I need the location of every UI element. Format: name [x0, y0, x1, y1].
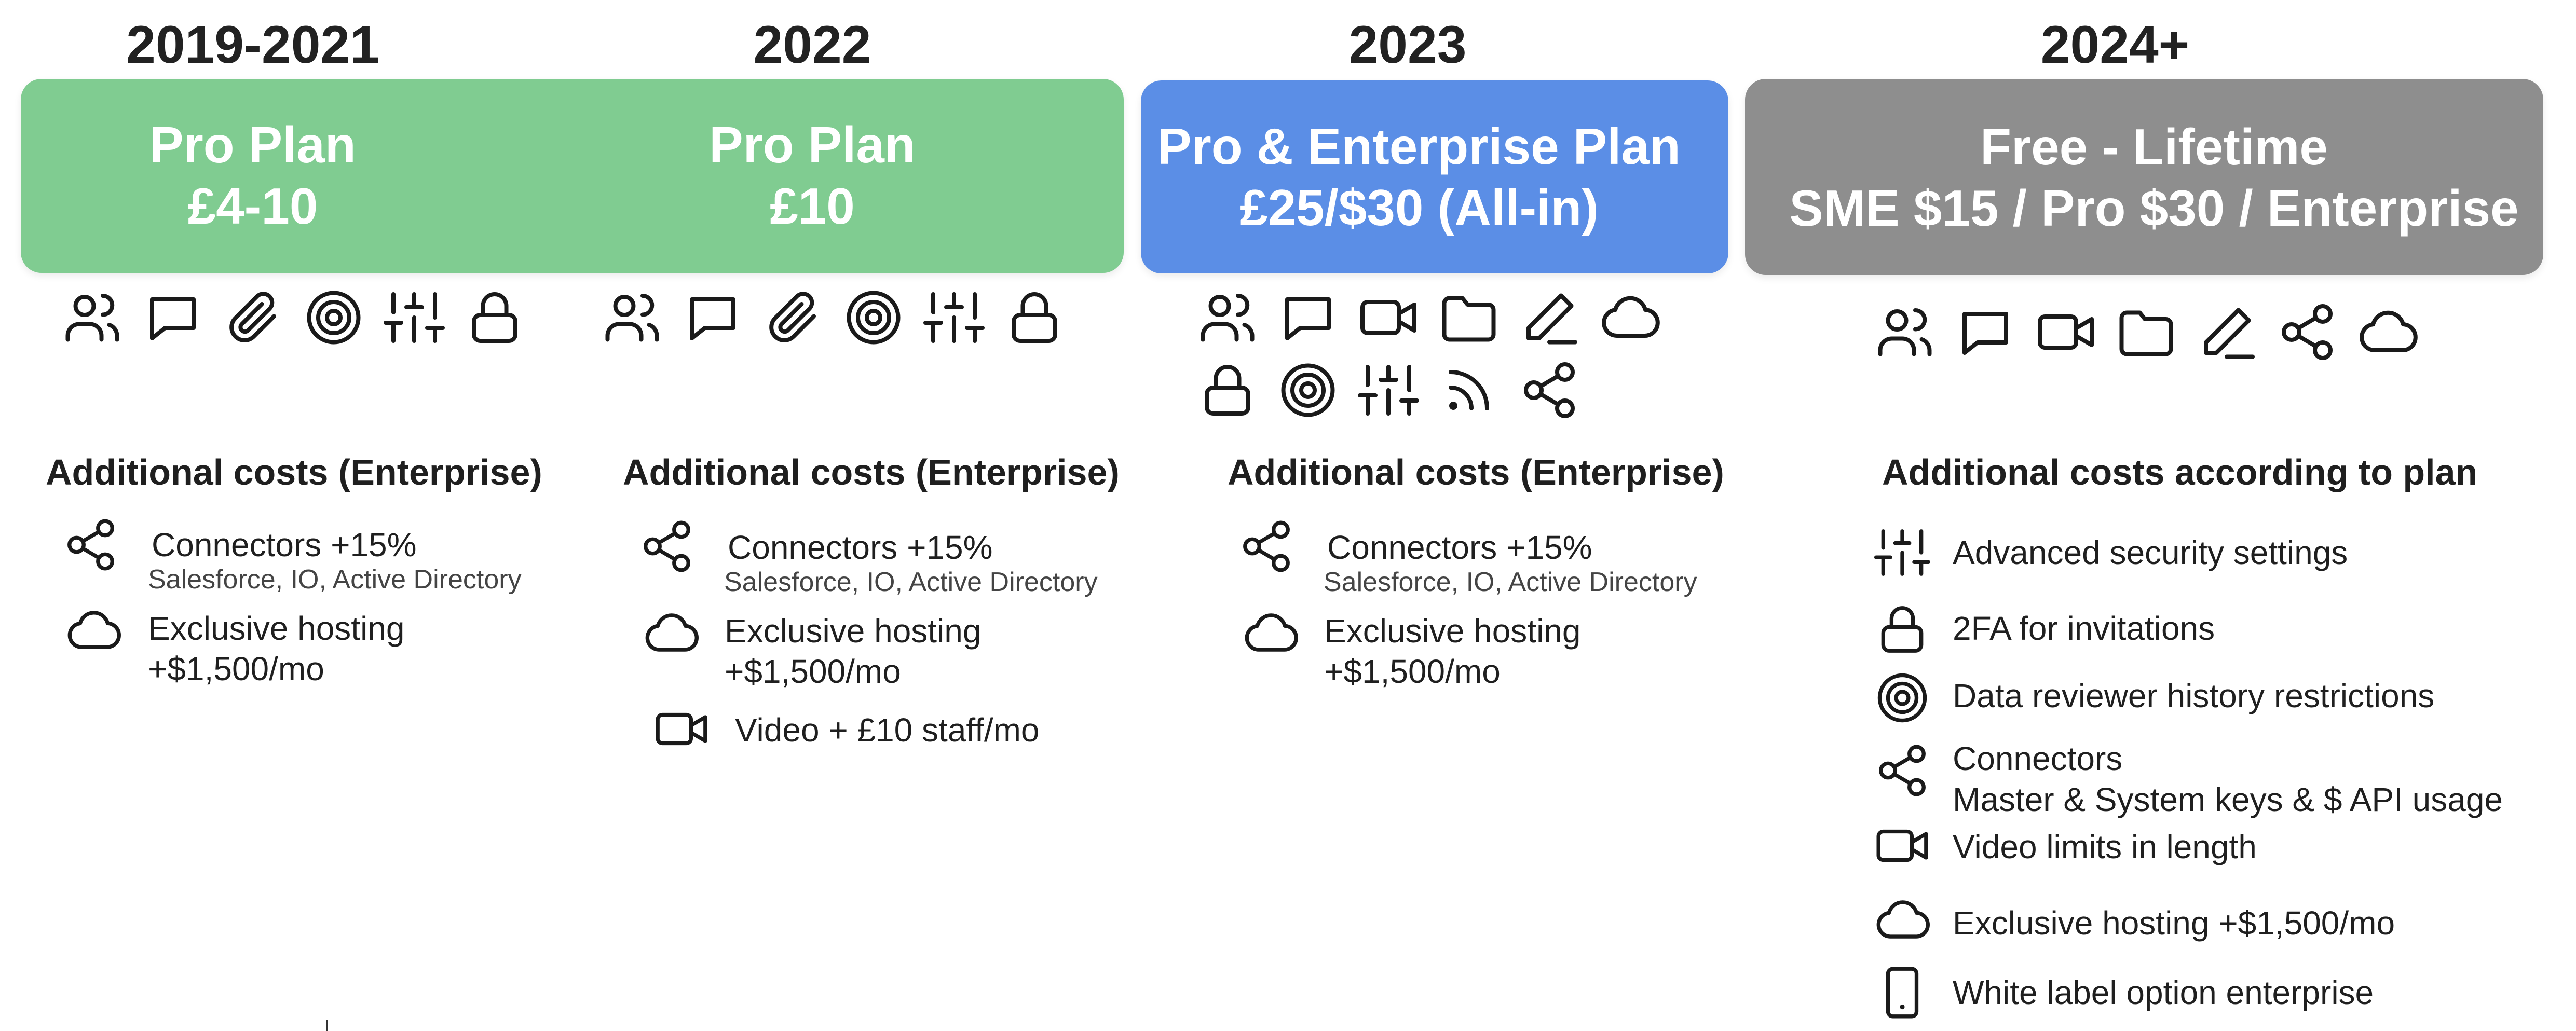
cloud-icon	[1874, 891, 1931, 948]
target-icon	[1277, 359, 1339, 421]
feature-icons-2023	[1196, 286, 1715, 432]
video-icon	[653, 700, 710, 758]
plan-name: Pro Plan	[709, 116, 916, 173]
cost-item-subtext: +$1,500/mo	[725, 653, 901, 690]
sliders-icon	[923, 286, 985, 349]
share-icon	[2276, 301, 2338, 363]
chat-icon	[1954, 301, 2016, 363]
cost-item-subtext: +$1,500/mo	[148, 650, 324, 688]
plan-name: Free - Lifetime	[1980, 118, 2328, 175]
costs-heading-2019-2021: Additional costs (Enterprise)	[46, 452, 542, 492]
year-label-2024: 2024+	[2040, 15, 2190, 74]
video-icon	[1357, 286, 1420, 349]
plan-box-2024: Free - Lifetime SME $15 / Pro $30 / Ente…	[1745, 79, 2543, 275]
plan-price: £4-10	[187, 177, 318, 235]
rss-icon	[1438, 359, 1500, 421]
cost-item-text: White label option enterprise	[1953, 974, 2374, 1011]
plan-box-pro-2019-2022: Pro Plan £4-10 Pro Plan £10	[21, 79, 1124, 273]
lock-icon	[1874, 601, 1931, 658]
plan-name: Pro & Enterprise Plan	[1157, 118, 1681, 175]
paperclip-icon	[762, 286, 824, 349]
sliders-icon	[383, 286, 445, 349]
cost-item-text: Advanced security settings	[1953, 534, 2348, 571]
share-icon	[1238, 518, 1295, 575]
users-icon	[1196, 286, 1259, 349]
axis-tick-mark	[326, 1020, 328, 1031]
lock-icon	[464, 286, 526, 349]
folder-icon	[2115, 301, 2177, 363]
feature-icons-2024	[1874, 301, 2497, 374]
cost-item-text: Exclusive hosting +$1,500/mo	[1953, 904, 2395, 942]
cost-item-text: Connectors	[1953, 740, 2123, 777]
target-icon	[842, 286, 905, 349]
lock-icon	[1196, 359, 1259, 421]
share-icon	[638, 518, 696, 575]
plan-name: Pro Plan	[149, 116, 356, 173]
year-label-2023: 2023	[1348, 15, 1467, 74]
target-icon	[1874, 669, 1931, 726]
cost-item-text: 2FA for invitations	[1953, 610, 2215, 647]
video-icon	[2035, 301, 2097, 363]
cost-item-text: Data reviewer history restrictions	[1953, 677, 2435, 714]
feature-icons-2022	[601, 286, 1089, 359]
video-icon	[1874, 817, 1931, 874]
cost-item-subtext: +$1,500/mo	[1324, 653, 1501, 690]
share-icon	[1874, 742, 1931, 799]
cloud-icon	[1242, 604, 1299, 662]
cloud-icon	[1599, 286, 1661, 349]
cost-item-subtext: Salesforce, IO, Active Directory	[724, 567, 1098, 597]
sliders-icon	[1357, 359, 1420, 421]
users-icon	[61, 286, 124, 349]
cost-item-text: Exclusive hosting	[725, 612, 982, 650]
plan-price: £25/$30 (All-in)	[1239, 179, 1599, 236]
chat-icon	[142, 286, 204, 349]
cost-item-text: Exclusive hosting	[1324, 612, 1581, 650]
cloud-icon	[65, 602, 122, 659]
phone-icon	[1874, 964, 1931, 1021]
paperclip-icon	[222, 286, 284, 349]
cloud-icon	[643, 604, 700, 662]
users-icon	[1874, 301, 1936, 363]
costs-heading-2022: Additional costs (Enterprise)	[623, 452, 1120, 492]
chat-icon	[682, 286, 744, 349]
year-label-2022: 2022	[753, 15, 871, 74]
pen-icon	[1518, 286, 1580, 349]
share-icon	[62, 516, 119, 573]
costs-heading-2023: Additional costs (Enterprise)	[1228, 452, 1724, 492]
cost-item-text: Connectors +15%	[152, 526, 417, 563]
feature-icons-2019-2021	[61, 286, 549, 359]
share-icon	[1518, 359, 1580, 421]
costs-heading-2024: Additional costs according to plan	[1882, 452, 2478, 492]
plan-price: SME $15 / Pro $30 / Enterprise	[1789, 180, 2519, 237]
cost-item-subtext: Salesforce, IO, Active Directory	[148, 565, 522, 595]
folder-icon	[1438, 286, 1500, 349]
cost-item-text: Exclusive hosting	[148, 610, 405, 647]
cloud-icon	[2356, 301, 2419, 363]
cost-item-subtext: Salesforce, IO, Active Directory	[1324, 567, 1697, 597]
chat-icon	[1277, 286, 1339, 349]
plan-box-2023: Pro & Enterprise Plan £25/$30 (All-in)	[1141, 80, 1728, 273]
cost-item-text: Connectors +15%	[728, 529, 993, 566]
cost-item-text: Connectors +15%	[1327, 529, 1592, 566]
cost-item-subtext: Master & System keys & $ API usage	[1953, 781, 2503, 818]
cost-item-text: Video + £10 staff/mo	[735, 711, 1040, 749]
plan-price: £10	[770, 177, 855, 235]
users-icon	[601, 286, 663, 349]
cost-item-text: Video limits in length	[1953, 828, 2257, 865]
target-icon	[303, 286, 365, 349]
sliders-icon	[1874, 524, 1931, 581]
lock-icon	[1003, 286, 1066, 349]
year-label-2019-2021: 2019-2021	[126, 15, 379, 74]
pen-icon	[2196, 301, 2258, 363]
